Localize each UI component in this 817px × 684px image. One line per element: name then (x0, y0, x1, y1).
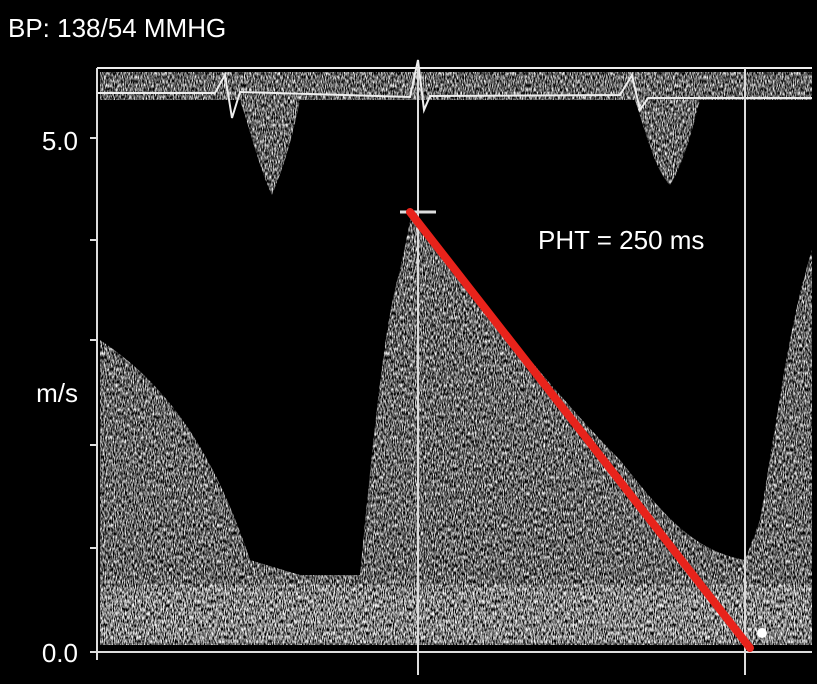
axis-bottom-label: 0.0 (42, 638, 78, 668)
pht-annotation: PHT = 250 ms (538, 225, 704, 255)
axis-unit-label: m/s (36, 378, 78, 408)
bp-header: BP: 138/54 MMHG (8, 13, 226, 43)
cursor-dot (757, 628, 767, 638)
ecg-trace (97, 59, 812, 119)
axis-top-label: 5.0 (42, 126, 78, 156)
pht-slope-line (406, 208, 754, 652)
spectral-signal (100, 72, 812, 645)
axes (90, 68, 812, 675)
